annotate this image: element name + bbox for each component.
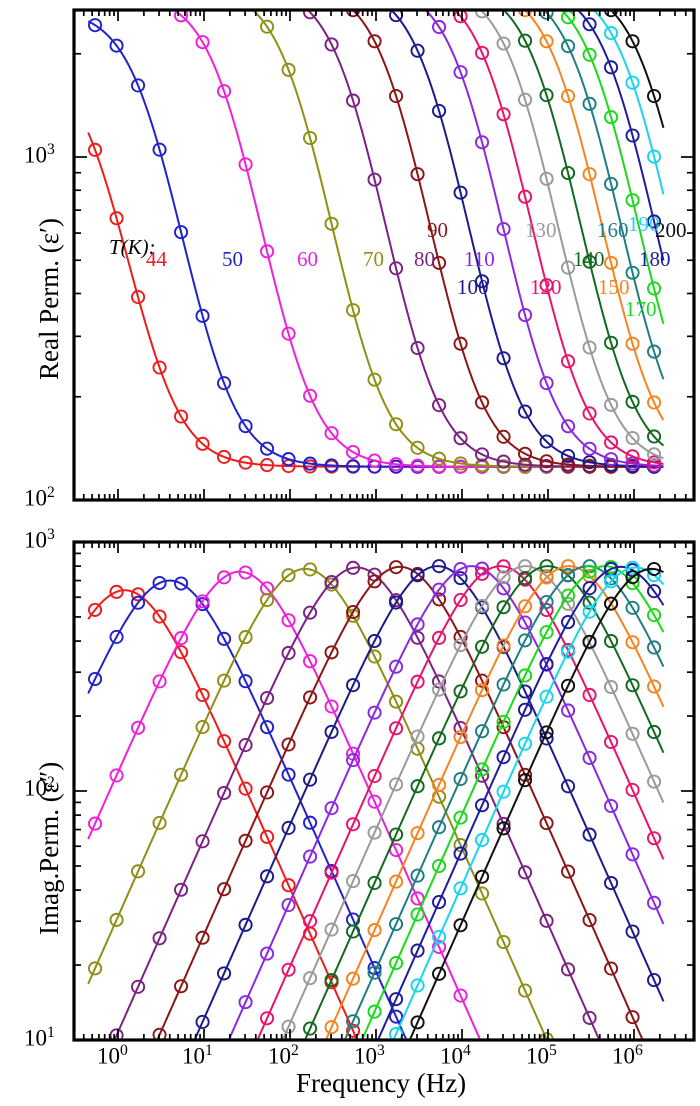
x-tick-label-10e0: 100 xyxy=(97,1042,128,1069)
x-tick-label-10e4: 104 xyxy=(440,1042,471,1069)
imag-perm-curve-120 xyxy=(257,565,665,1039)
imag-perm-curve-130 xyxy=(282,565,665,1039)
real-perm-markers-140 xyxy=(518,33,662,444)
real-perm-curve-160 xyxy=(544,11,665,380)
x-tick-label-10e1: 101 xyxy=(182,1042,213,1069)
real-perm-markers-110 xyxy=(432,19,662,473)
temperature-label-110: 110 xyxy=(464,247,495,271)
legend-header: T(K): xyxy=(109,235,156,259)
y-tick-label-bottom-1: 101 xyxy=(24,1024,55,1051)
temperature-label-100: 100 xyxy=(457,275,489,299)
imag-perm-markers-120 xyxy=(260,559,662,1026)
real-perm-curve-140 xyxy=(503,11,665,447)
x-axis-label: Frequency (Hz) xyxy=(296,1068,467,1098)
temperature-label-190: 190 xyxy=(628,212,660,236)
y-tick-label-top-3: 103 xyxy=(24,141,55,168)
real-perm-markers-200 xyxy=(604,11,662,104)
y-axis-label-top: Real Perm. (ε′) xyxy=(34,218,64,380)
temperature-label-140: 140 xyxy=(573,247,605,271)
x-tick-label-10e6: 106 xyxy=(612,1042,643,1069)
real-perm-curve-110 xyxy=(425,11,664,467)
imag-perm-curve-110 xyxy=(228,565,665,1039)
real-perm-markers-160 xyxy=(539,11,662,359)
real-perm-curve-170 xyxy=(561,11,665,325)
temperature-label-130: 130 xyxy=(525,218,557,242)
temperature-label-120: 120 xyxy=(530,275,562,299)
imag-perm-markers-200 xyxy=(410,561,662,1030)
temperature-label-180: 180 xyxy=(639,247,671,271)
temperature-label-90: 90 xyxy=(427,218,448,242)
imag-perm-markers-50 xyxy=(88,575,404,1024)
imag-perm-curve-150 xyxy=(325,565,665,1039)
real-perm-curve-120 xyxy=(455,11,664,465)
imag-perm-markers-60 xyxy=(88,565,468,1003)
real-perm-curve-150 xyxy=(525,11,665,421)
imag-perm-curves xyxy=(87,559,665,1039)
top-panel-frame xyxy=(72,8,696,502)
temperature-label-160: 160 xyxy=(597,218,629,242)
imag-perm-curve-160 xyxy=(344,565,665,1039)
real-perm-markers-120 xyxy=(453,11,662,470)
temperature-label-170: 170 xyxy=(625,297,657,321)
imag-perm-curve-80 xyxy=(114,566,600,1039)
imag-perm-curve-190 xyxy=(393,566,665,1039)
temperature-label-70: 70 xyxy=(363,247,384,271)
real-perm-markers-130 xyxy=(475,11,662,462)
temperature-label-44: 44 xyxy=(146,247,167,271)
imag-perm-markers-160 xyxy=(346,559,662,1029)
temperature-label-150: 150 xyxy=(598,275,630,299)
imag-perm-curve-180 xyxy=(377,565,665,1039)
temperature-label-200: 200 xyxy=(655,218,687,242)
imag-perm-curve-90 xyxy=(156,565,644,1039)
imag-perm-curve-100 xyxy=(194,565,665,1039)
x-tick-label-10e5: 105 xyxy=(526,1042,557,1069)
imag-perm-curve-60 xyxy=(87,570,481,1039)
y-tick-label-bottom-3: 103 xyxy=(24,526,55,553)
imag-perm-markers-90 xyxy=(152,560,640,1039)
real-permittivity-panel xyxy=(72,8,696,502)
temperature-label-60: 60 xyxy=(297,247,318,271)
real-perm-markers-190 xyxy=(604,26,662,164)
imag-permittivity-panel xyxy=(72,540,696,1042)
real-perm-markers-170 xyxy=(561,11,662,296)
imag-perm-markers-170 xyxy=(367,559,662,1019)
x-tick-label-10e2: 102 xyxy=(268,1042,299,1069)
imag-perm-curve-50 xyxy=(87,579,407,1039)
real-perm-curve-130 xyxy=(480,11,664,460)
real-perm-curve-90 xyxy=(353,11,664,468)
real-perm-markers-180 xyxy=(582,17,662,229)
real-perm-markers-150 xyxy=(518,11,662,410)
temperature-label-80: 80 xyxy=(414,247,435,271)
imag-perm-curve-44 xyxy=(87,589,358,1039)
temperature-label-50: 50 xyxy=(222,247,243,271)
y-tick-label-bottom-2: 102 xyxy=(24,774,55,801)
real-perm-curve-100 xyxy=(391,11,664,468)
y-tick-label-top-2: 102 xyxy=(24,484,55,511)
x-tick-label-10e3: 103 xyxy=(354,1042,385,1069)
